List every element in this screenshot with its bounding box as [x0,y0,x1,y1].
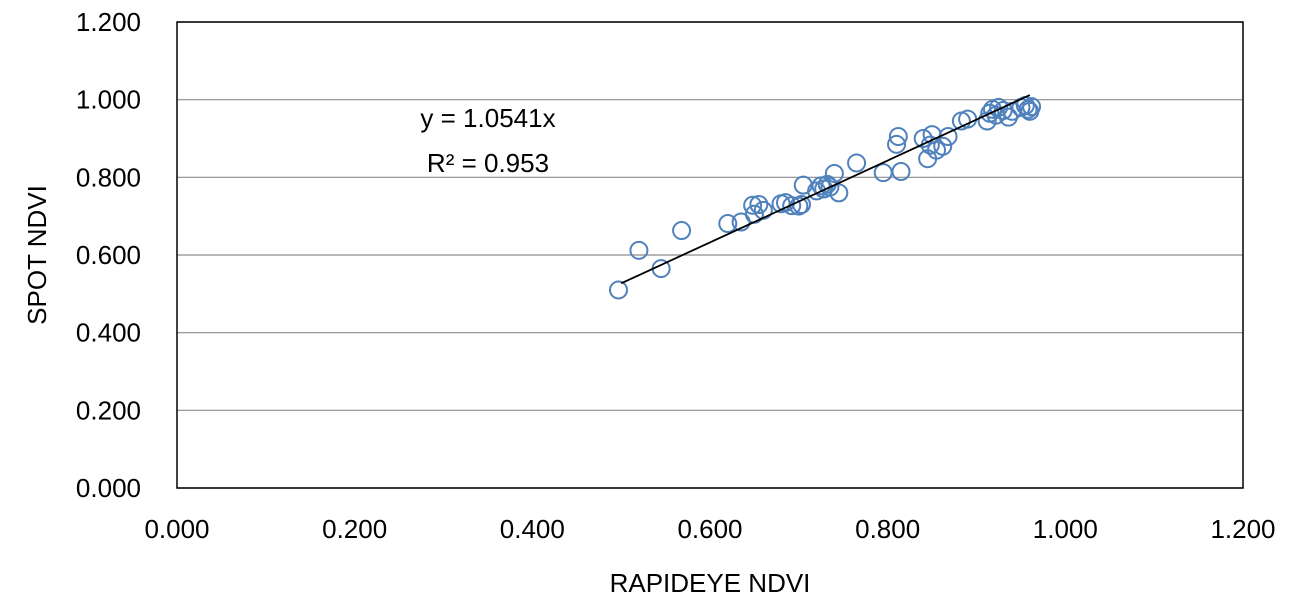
data-point [873,163,893,183]
y-tick-label: 0.200 [76,395,141,425]
x-tick-label: 0.000 [144,514,209,544]
data-point [753,200,773,220]
y-axis-title: SPOT NDVI [22,185,52,325]
data-point [888,127,908,147]
data-point [958,109,978,129]
y-tick-label: 0.400 [76,318,141,348]
data-point [782,196,802,216]
x-axis-title: RAPIDEYE NDVI [610,568,811,598]
data-point [609,280,629,300]
x-tick-label: 0.200 [322,514,387,544]
data-point [1018,99,1038,119]
data-point [847,153,867,173]
y-tick-label: 0.800 [76,162,141,192]
y-tick-label: 1.200 [76,7,141,37]
r-squared-label: R² = 0.953 [427,148,549,178]
plot-area [176,21,1244,489]
x-tick-label: 0.800 [855,514,920,544]
x-tick-label: 1.000 [1033,514,1098,544]
data-point [672,221,692,241]
y-tick-label: 0.600 [76,240,141,270]
data-point [829,183,849,203]
data-point [824,163,844,183]
data-point [891,162,911,182]
data-point [887,134,907,154]
data-point [743,195,763,215]
x-tick-label: 1.200 [1210,514,1275,544]
x-tick-label: 0.600 [677,514,742,544]
data-point [989,97,1009,117]
data-point [718,214,738,234]
data-point [1022,97,1042,117]
gridlines [177,21,1243,489]
data-point [629,240,649,260]
data-points [609,95,1042,300]
y-tick-label: 1.000 [76,85,141,115]
data-point [807,181,827,201]
data-point [933,136,953,156]
x-tick-label: 0.400 [500,514,565,544]
data-point [749,195,769,215]
y-tick-labels: 0.000 0.200 0.400 0.600 0.800 1.000 1.200 [76,7,141,503]
trendline [620,94,1031,285]
equation-label: y = 1.0541x [420,103,555,133]
y-tick-label: 0.000 [76,473,141,503]
x-tick-labels: 0.000 0.200 0.400 0.600 0.800 1.000 1.200 [144,514,1275,544]
data-point [913,129,933,148]
